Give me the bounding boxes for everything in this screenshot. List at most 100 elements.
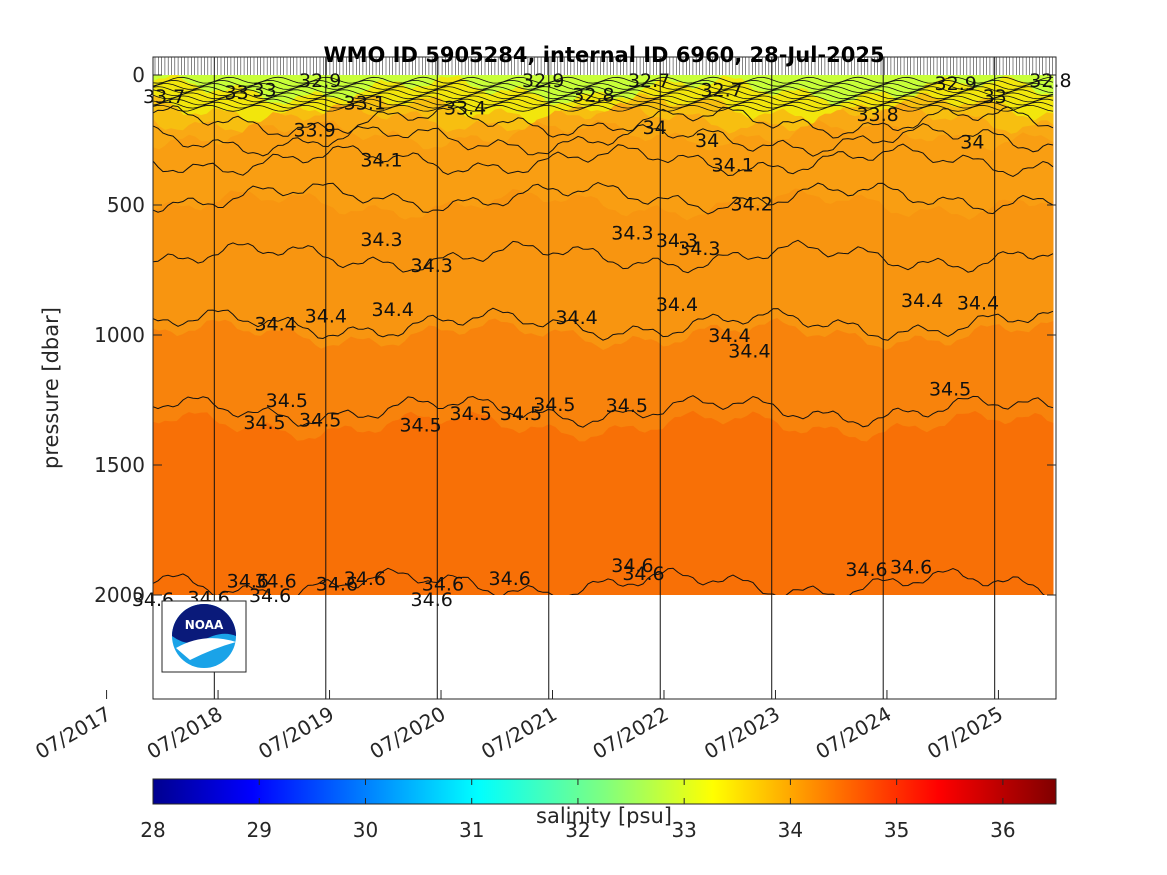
contour-line	[153, 395, 1054, 428]
contour-label: 34.5	[606, 395, 648, 417]
contour-line	[153, 239, 1054, 274]
colorbar-tick-label: 35	[884, 818, 909, 842]
contour-label: 32.9	[522, 70, 564, 92]
contour-label: 34.5	[450, 403, 492, 425]
contour-label: 34.6	[344, 568, 386, 590]
contour-label: 34.4	[901, 290, 943, 312]
contour-label: 34.5	[299, 410, 341, 432]
mixed-layer-contour	[153, 76, 1054, 84]
contour-label: 33.1	[344, 92, 386, 114]
x-tick-label: 07/2021	[477, 702, 561, 764]
contour-label: 32.7	[628, 70, 670, 92]
contour-label: 34	[960, 131, 984, 153]
y-axis: 0 500 1000 1500 2000	[94, 63, 1056, 607]
contour-label: 34.6	[316, 573, 358, 595]
colorbar-tick-label: 29	[247, 818, 272, 842]
contour-line	[153, 123, 1054, 157]
contour-label: 34.4	[708, 325, 750, 347]
contour-label: 34.5	[533, 394, 575, 416]
colorbar-label: salinity [psu]	[536, 804, 672, 828]
salinity-band	[153, 410, 1054, 595]
contour-label: 33.8	[856, 104, 898, 126]
y-tick-label: 1000	[94, 323, 145, 347]
contour-label: 34.3	[678, 238, 720, 260]
contour-label: 34.6	[845, 559, 887, 581]
noaa-logo: NOAA	[161, 600, 247, 673]
contour-label: 34.3	[411, 255, 453, 277]
contour-label: 34.1	[712, 155, 754, 177]
x-tick-label: 07/2019	[254, 702, 338, 764]
contour-label: 32.9	[299, 70, 341, 92]
contour-label: 34.4	[656, 294, 698, 316]
contour-lines	[153, 76, 1054, 595]
contour-label: 34.6	[489, 568, 531, 590]
contour-label: 33.4	[444, 98, 486, 120]
contour-label: 34.4	[254, 313, 296, 335]
contour-label: 33	[983, 86, 1007, 108]
colorbar-tick-label: 31	[459, 818, 484, 842]
contour-label: 34.6	[611, 555, 653, 577]
top-profile-ticks	[154, 57, 1057, 75]
contour-label: 34.5	[243, 412, 285, 434]
contour-label: 34	[695, 130, 719, 152]
plot-area: 33.7 33 33 32.933.1 33.432.932.832.7 32.733.8…	[132, 56, 1072, 700]
y-tick-label: 0	[132, 63, 145, 87]
contour-label: 34	[643, 117, 667, 139]
contour-label: 34.3	[656, 230, 698, 252]
contour-label: 34.4	[957, 293, 999, 315]
y-axis-label: pressure [dbar]	[39, 307, 63, 469]
colorbar-tick-label: 28	[140, 818, 165, 842]
contour-label: 34.4	[305, 306, 347, 328]
y-tick-label: 500	[107, 193, 145, 217]
mixed-layer-contour	[153, 101, 1054, 109]
colorbar-tick-label: 33	[671, 818, 696, 842]
colorbar-tick-label: 34	[778, 818, 803, 842]
colorbar-tick-label: 30	[353, 818, 378, 842]
x-tick-label: 07/2020	[366, 702, 450, 764]
x-tick-label: 07/2018	[143, 702, 227, 764]
mixed-layer-contour	[153, 104, 1054, 112]
year-lines	[213, 57, 996, 699]
contour-label: 34.6	[254, 571, 296, 593]
contour-label: 34.5	[266, 390, 308, 412]
contour-label: 32.8	[1029, 70, 1071, 92]
contour-line	[153, 105, 1054, 139]
contour-label: 33	[225, 82, 249, 104]
contour-label: 34.3	[360, 229, 402, 251]
contour-label: 34.5	[500, 403, 542, 425]
contour-label: 33	[252, 79, 276, 101]
x-tick-label: 07/2024	[811, 702, 895, 764]
contour-label: 32.8	[572, 85, 614, 107]
y-tick-label: 2000	[94, 583, 145, 607]
contour-line	[153, 182, 1054, 215]
x-axis: 07/2017 07/2018 07/2019 07/2020 07/2021 07/20…	[31, 690, 1007, 764]
contour-label: 34.5	[929, 378, 971, 400]
contour-line	[153, 307, 1054, 341]
contour-label: 32.9	[935, 73, 977, 95]
contour-label: 34.6	[227, 571, 269, 593]
contour-label: 34.6	[890, 556, 932, 578]
contour-label: 34.6	[411, 589, 453, 611]
contour-label: 32.7	[700, 79, 742, 101]
contour-label: 34.4	[555, 307, 597, 329]
mixed-layer-contour	[153, 89, 1054, 97]
x-tick-label: 07/2017	[31, 702, 115, 764]
contour-label: 33.9	[293, 120, 335, 142]
mixed-layer-contour	[153, 86, 1054, 93]
x-tick-label: 07/2022	[589, 702, 673, 764]
contour-label: 34.3	[611, 222, 653, 244]
x-tick-label: 07/2025	[923, 702, 1007, 764]
chart-title: WMO ID 5905284, internal ID 6960, 28-Jul…	[323, 43, 884, 67]
colorbar-gradient	[152, 778, 1057, 805]
x-tick-label: 07/2023	[700, 702, 784, 764]
mixed-layer-contour	[153, 82, 1054, 90]
colorbar-ticks: 28 29 30 31 32 33 34 35 36	[140, 779, 1016, 842]
svg-text:NOAA: NOAA	[185, 618, 224, 632]
contour-line	[153, 567, 1046, 595]
contour-label: 34.5	[399, 415, 441, 437]
contour-label: 34.1	[360, 150, 402, 172]
contour-label: 33.7	[143, 86, 185, 108]
contour-label: 34.2	[731, 194, 773, 216]
